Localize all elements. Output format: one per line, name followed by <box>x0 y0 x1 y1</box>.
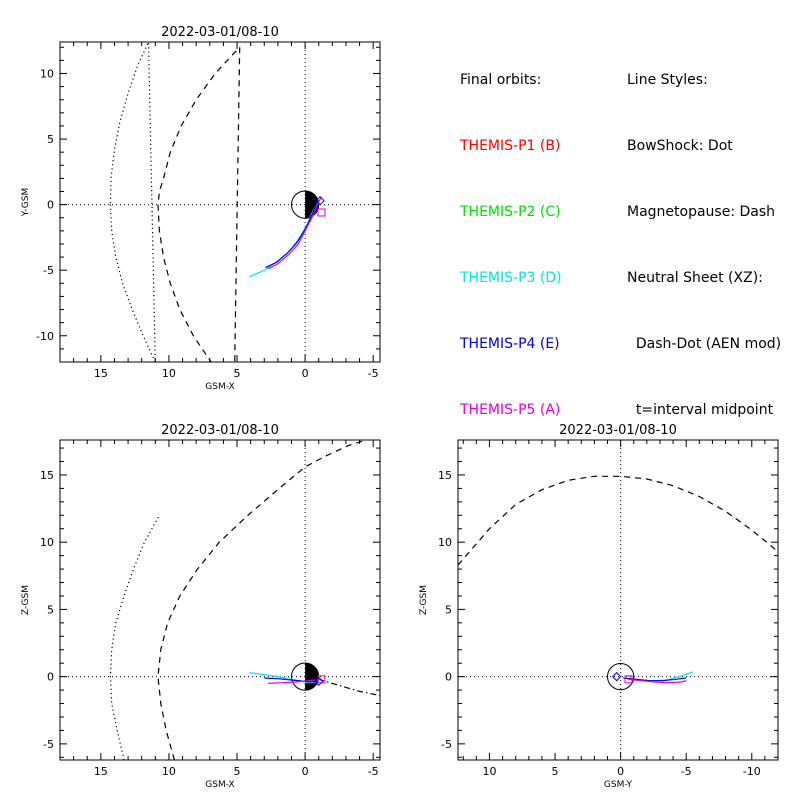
y-tick-label: 5 <box>47 603 54 616</box>
x-axis-label: GSM-X <box>205 780 234 790</box>
plot-area <box>458 440 778 760</box>
x-axis-label: GSM-Y <box>604 780 633 790</box>
x-tick-label: 0 <box>302 765 309 778</box>
earth-night-side <box>305 191 319 219</box>
x-tick-label: -5 <box>681 765 692 778</box>
series-themis-p4-e <box>623 677 687 682</box>
series-themis-p5-a <box>268 678 322 684</box>
x-tick-label: 15 <box>94 765 108 778</box>
x-tick-label: 10 <box>162 367 176 380</box>
y-tick-label: 10 <box>438 536 452 549</box>
series-themis-p4-e <box>265 200 318 269</box>
series-bowshock <box>109 515 160 760</box>
marker-square <box>317 208 326 217</box>
x-tick-label: -5 <box>368 765 379 778</box>
x-tick-label: 5 <box>552 765 559 778</box>
x-tick-label: 10 <box>162 765 176 778</box>
marker-diamond <box>315 195 325 206</box>
series-magnetopause <box>157 45 241 362</box>
plot-area <box>60 42 380 362</box>
plot-panel-2: 15 10 5 0 -5 -5 0 5 10 15 2022-03-01/08-10 GSM-X Z-G… <box>21 423 381 790</box>
line-styles-legend: Line Styles: BowShock: Dot Magnetopause:… <box>627 25 781 443</box>
y-tick-label: 10 <box>40 67 54 80</box>
x-tick-label: 5 <box>234 367 241 380</box>
series-bowshock <box>109 42 156 362</box>
earth-circle <box>607 663 635 691</box>
legend-entry-p2: THEMIS-P2 (C) <box>460 204 561 220</box>
x-tick-label: 15 <box>94 367 108 380</box>
marker-square <box>624 675 633 684</box>
style-neutral-sheet: Neutral Sheet (XZ): <box>627 270 763 286</box>
plot-panel-3: 10 5 0 -5 -10 -5 0 5 10 15 2022-03-01/08-10 GSM-Y Z-… <box>419 423 779 790</box>
plot-title: 2022-03-01/08-10 <box>161 25 279 40</box>
y-tick-label: 0 <box>47 671 54 684</box>
y-tick-label: -5 <box>43 738 54 751</box>
legend-entry-p5: THEMIS-P5 (A) <box>460 402 561 418</box>
legend-entry-p1: THEMIS-P1 (B) <box>460 138 561 154</box>
orbits-legend-title: Final orbits: <box>460 72 542 88</box>
x-axis-label: GSM-X <box>205 382 234 392</box>
plot-panel-1: 15 10 5 0 -5 -10 -5 0 5 10 2022-03-01/08-10 GSM-X Y-… <box>21 25 381 392</box>
series-themis-p3-d <box>249 672 318 684</box>
series-magnetopause <box>458 475 778 566</box>
series-themis-p5-a <box>628 678 687 684</box>
y-tick-label: 15 <box>40 469 54 482</box>
y-axis-label: Z-GSM <box>21 585 31 615</box>
x-tick-label: 0 <box>617 765 624 778</box>
plot-title: 2022-03-01/08-10 <box>161 423 279 438</box>
y-tick-label: 15 <box>438 469 452 482</box>
y-tick-label: 0 <box>47 199 54 212</box>
y-tick-label: 5 <box>47 133 54 146</box>
x-tick-label: -5 <box>368 367 379 380</box>
y-tick-label: 10 <box>40 536 54 549</box>
x-tick-label: -10 <box>743 765 761 778</box>
plot-area <box>60 440 380 760</box>
y-tick-label: -10 <box>36 330 54 343</box>
plot-title: 2022-03-01/08-10 <box>559 423 677 438</box>
x-tick-label: 0 <box>302 367 309 380</box>
plot-frame <box>457 439 779 761</box>
marker-diamond <box>314 676 324 687</box>
legend-entry-p4: THEMIS-P4 (E) <box>460 336 560 352</box>
y-axis-label: Y-GSM <box>21 188 31 217</box>
earth-night-side <box>305 663 319 691</box>
style-midpoint: t=interval midpoint <box>627 402 774 418</box>
plot-frame <box>59 41 381 363</box>
x-tick-label: 5 <box>234 765 241 778</box>
series-themis-p4-e <box>264 677 319 683</box>
legend-entry-p3: THEMIS-P3 (D) <box>460 270 562 286</box>
y-tick-label: 5 <box>445 603 452 616</box>
y-tick-label: -5 <box>43 264 54 277</box>
series-magnetopause <box>157 440 367 760</box>
plot-frame <box>59 439 381 761</box>
series-themis-p5-a <box>268 196 322 270</box>
marker-diamond <box>611 671 622 682</box>
style-bowshock: BowShock: Dot <box>627 138 733 154</box>
y-tick-label: -5 <box>441 738 452 751</box>
style-dash-dot: Dash-Dot (AEN mod) <box>627 336 782 352</box>
orbits-legend: Final orbits: THEMIS-P1 (B) THEMIS-P2 (C… <box>460 25 562 443</box>
y-axis-label: Z-GSM <box>419 585 429 615</box>
line-styles-title: Line Styles: <box>627 72 708 88</box>
y-tick-label: 0 <box>445 671 452 684</box>
x-tick-label: 10 <box>482 765 496 778</box>
style-magnetopause: Magnetopause: Dash <box>627 204 776 220</box>
